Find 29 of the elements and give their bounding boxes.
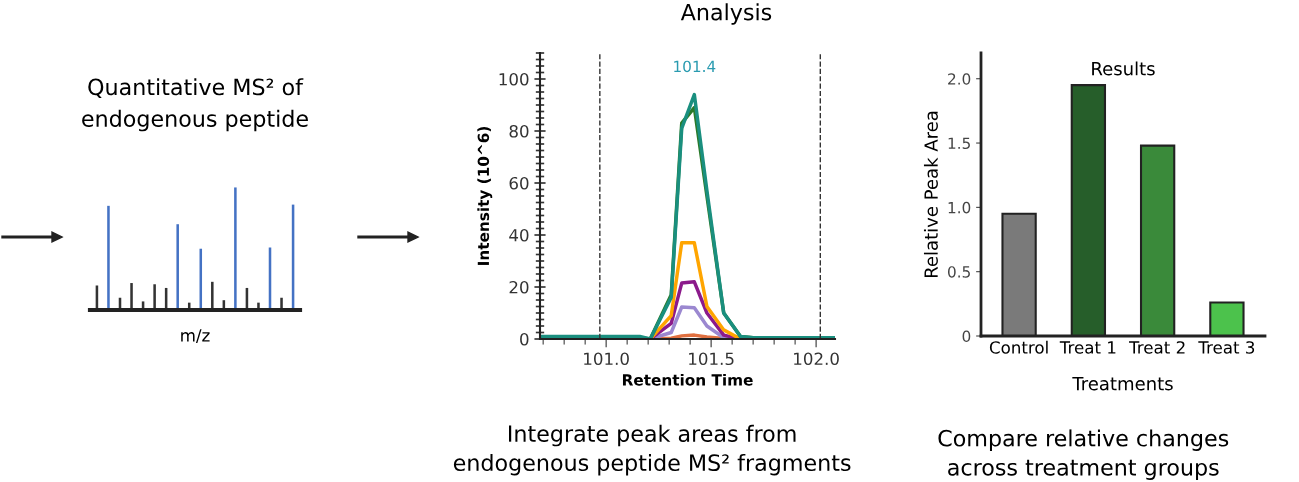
- x-tick-label: Treat 3: [1198, 341, 1255, 354]
- x-axis-title: m/z: [181, 329, 210, 343]
- y-tick-label: 0: [520, 332, 529, 346]
- y-tick-label: 20: [509, 280, 529, 294]
- text: Compare relative changes across treatment groups: [938, 429, 1229, 480]
- y-tick-label: 60: [509, 176, 529, 190]
- y-axis-title: Intensity (10^6): [477, 126, 493, 265]
- y-tick-label: 40: [509, 228, 529, 242]
- x-axis-title: Retention Time: [622, 373, 753, 386]
- chart-title: Results: [1092, 61, 1155, 76]
- chart-title: Analysis: [680, 3, 772, 25]
- x-tick-label: Treat 1: [1059, 341, 1116, 354]
- y-tick-label: 0.5: [947, 266, 970, 278]
- y-tick-label: 1.0: [948, 201, 971, 214]
- y-tick-label: 2.0: [948, 73, 971, 85]
- annotation: 101.4: [674, 60, 716, 73]
- y-axis-title: Relative Peak Area: [923, 111, 938, 278]
- x-tick-label: Control: [989, 340, 1048, 354]
- y-tick-label: 1.5: [948, 137, 970, 150]
- x-tick-label: 101.5: [689, 352, 734, 366]
- y-tick-label: 80: [509, 124, 529, 138]
- x-tick-label: Treat 2: [1129, 341, 1185, 354]
- text: Integrate peak areas from endogenous peptide MS² fragments: [453, 424, 851, 476]
- x-tick-label: 101.0: [584, 352, 629, 366]
- x-tick-label: 102.0: [794, 352, 839, 366]
- y-tick-label: 100: [499, 72, 529, 86]
- y-tick-label: 0: [962, 330, 971, 343]
- chart-title: Quantitative MS² of endogenous peptide: [82, 78, 308, 132]
- x-axis-title: Treatments: [1072, 376, 1173, 391]
